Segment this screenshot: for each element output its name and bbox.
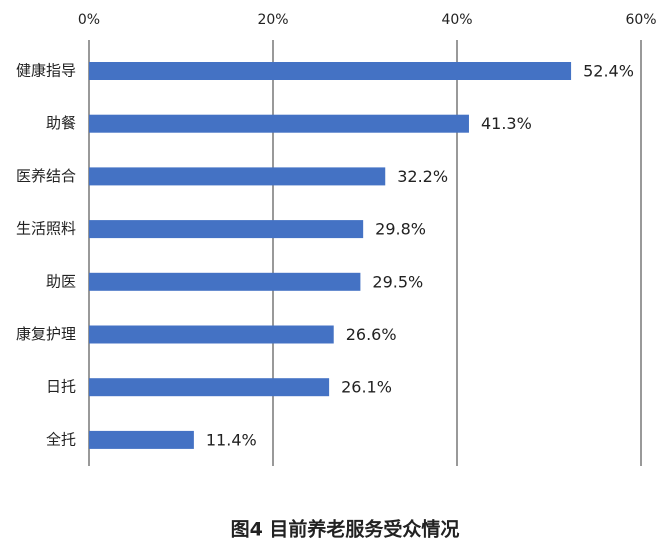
x-tick-label: 40% <box>441 12 472 28</box>
value-label: 52.4% <box>583 62 634 81</box>
value-label: 29.8% <box>375 220 426 239</box>
bar <box>89 430 194 449</box>
y-tick-label: 全托 <box>46 430 76 448</box>
x-tick-label: 0% <box>78 12 100 28</box>
y-tick-label: 健康指导 <box>16 62 76 80</box>
value-label: 41.3% <box>481 114 532 133</box>
bar <box>89 62 572 80</box>
y-tick-label: 生活照料 <box>16 220 76 238</box>
y-tick-label: 助医 <box>46 272 76 290</box>
bar <box>89 378 330 397</box>
bar <box>89 167 386 186</box>
y-tick-label: 日托 <box>46 378 76 396</box>
y-tick-label: 医养结合 <box>16 167 76 185</box>
y-tick-label: 助餐 <box>46 114 76 132</box>
bar <box>89 325 334 344</box>
value-label: 26.6% <box>346 325 397 344</box>
bar <box>89 114 469 133</box>
y-tick-label: 康复护理 <box>16 325 76 343</box>
x-tick-label: 60% <box>625 12 656 28</box>
bar <box>89 272 361 291</box>
chart-title: 图4 目前养老服务受众情况 <box>231 518 460 541</box>
x-tick-label: 20% <box>257 12 288 28</box>
bar <box>89 220 364 239</box>
value-label: 32.2% <box>397 167 448 186</box>
value-label: 26.1% <box>341 378 392 397</box>
value-label: 29.5% <box>372 272 423 291</box>
value-label: 11.4% <box>206 430 257 449</box>
